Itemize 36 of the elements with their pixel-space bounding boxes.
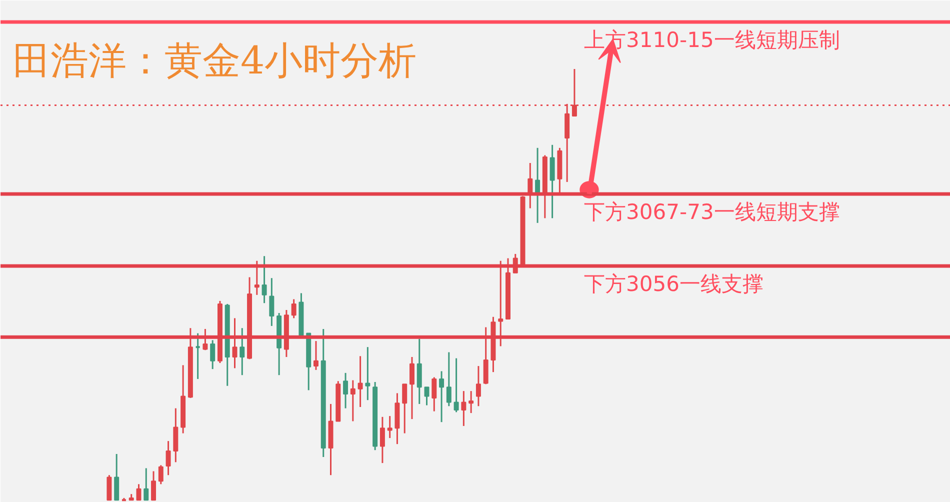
candlestick [313, 340, 318, 371]
candlestick [151, 470, 156, 501]
candlestick [210, 339, 216, 370]
candlestick [454, 358, 459, 413]
candlestick [365, 346, 370, 401]
candlestick [446, 351, 452, 407]
candlestick [476, 365, 481, 407]
candlestick [461, 390, 466, 427]
candlestick [468, 390, 474, 414]
candlestick [144, 467, 149, 501]
candlestick [402, 383, 408, 434]
candlestick [136, 483, 142, 501]
candlestick [380, 416, 385, 464]
ref-line-label: 下方3056一线支撑 [584, 272, 764, 296]
candlestick [416, 338, 422, 405]
candlestick [424, 386, 430, 406]
ref-line-label: 下方3067-73一线短期支撑 [584, 200, 840, 224]
candlestick [106, 474, 112, 501]
chart-title: 田浩洋：黄金4小时分析 [12, 38, 417, 82]
candlestick [343, 372, 348, 410]
candlestick [432, 376, 437, 412]
candlestick [158, 464, 164, 485]
candlestick [350, 380, 356, 422]
candlestick [358, 355, 363, 408]
candlestick [409, 356, 414, 420]
candlestick [535, 147, 540, 224]
candlestick [114, 453, 120, 501]
candlestick [439, 370, 444, 423]
candlestick [173, 408, 178, 463]
candlestick [262, 255, 267, 304]
candlestick [550, 144, 555, 219]
candlestick [166, 440, 171, 476]
candlestick [240, 327, 245, 376]
candlestick [291, 298, 296, 319]
candlestick [387, 415, 392, 439]
candlestick [269, 277, 274, 327]
